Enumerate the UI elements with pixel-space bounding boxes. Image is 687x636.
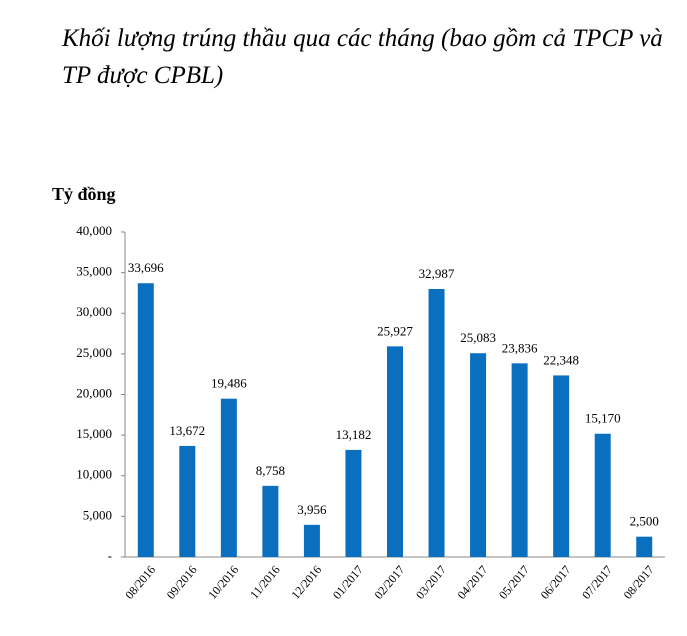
bar [303,524,320,557]
value-label: 15,170 [585,411,621,426]
value-label: 2,500 [630,514,659,529]
x-tick-label: 12/2016 [288,563,324,602]
x-tick-label: 08/2016 [122,563,158,602]
bar [594,433,611,557]
y-tick-label: 10,000 [76,467,112,482]
y-tick-label: 30,000 [76,304,112,319]
y-tick-label: 15,000 [76,426,112,441]
bar [137,283,154,557]
bar [179,445,196,557]
value-label: 32,987 [419,266,455,281]
x-tick-label: 06/2017 [538,563,574,602]
x-tick-label: 10/2016 [205,563,241,602]
y-tick-label: 25,000 [76,345,112,360]
x-tick-label: 04/2017 [454,563,490,602]
x-tick-label: 03/2017 [413,563,449,602]
bar [553,375,570,557]
value-label: 3,956 [297,502,327,517]
bar [262,485,279,557]
y-axis-label: Tỷ đồng [52,184,116,204]
value-label: 13,672 [169,423,205,438]
value-label: 8,758 [256,463,285,478]
y-tick-label: - [108,548,112,563]
bar [428,288,445,557]
value-label: 19,486 [211,376,247,391]
value-label: 25,083 [460,330,496,345]
value-label: 25,927 [377,323,413,338]
x-tick-label: 11/2016 [247,563,283,602]
chart-title: Khối lượng trúng thầu qua các tháng (bao… [62,25,663,89]
x-tick-label: 07/2017 [579,563,615,602]
x-tick-label: 05/2017 [496,563,532,602]
bar [220,398,237,557]
x-tick-label: 08/2017 [621,563,657,602]
y-tick-label: 35,000 [76,264,112,279]
x-tick-label: 02/2017 [371,563,407,602]
bar [470,353,487,557]
value-label: 33,696 [128,260,164,275]
y-tick-label: 20,000 [76,385,112,400]
bar [345,449,362,557]
bar [636,536,653,557]
value-label: 13,182 [336,427,372,442]
y-tick-label: 5,000 [83,507,112,522]
y-tick-label: 40,000 [76,223,112,238]
x-tick-label: 01/2017 [330,563,366,602]
x-tick-label: 09/2016 [164,563,200,602]
value-label: 23,836 [502,340,538,355]
value-label: 22,348 [543,352,579,367]
bar [511,363,528,557]
bar [387,346,403,557]
